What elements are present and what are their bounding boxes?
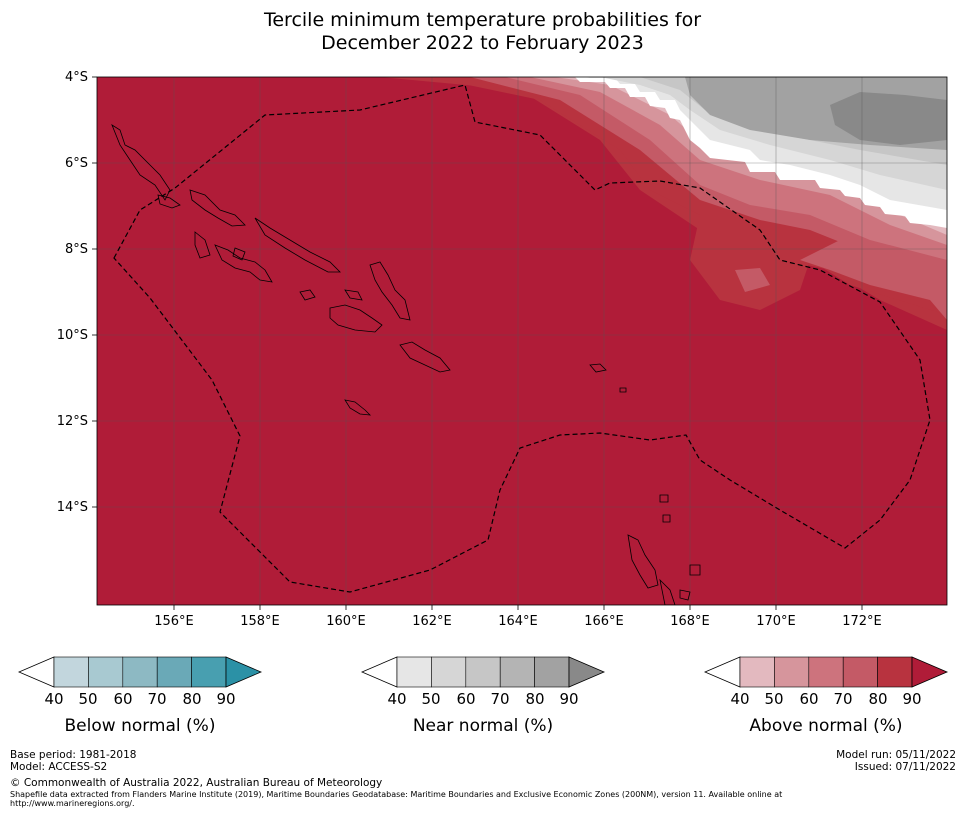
- lat-label-4s: 4°S: [64, 70, 88, 85]
- map-frame: [96, 76, 948, 606]
- shortland-islands: [157, 194, 181, 209]
- model-text: Model: ACCESS-S2: [10, 761, 108, 773]
- santa-isabel-island: [254, 217, 341, 273]
- shapefile-credit-line2: http://www.marineregions.org/.: [10, 799, 135, 808]
- below-color-segment: [53, 656, 89, 688]
- lat-label-10s: 10°S: [56, 328, 88, 343]
- below-color-segment: [156, 656, 192, 688]
- malaita-island: [369, 261, 411, 321]
- shapefile-credit-line1: Shapefile data extracted from Flanders M…: [10, 790, 783, 799]
- axis-ticks: [92, 76, 863, 610]
- above-color-segment: [877, 656, 913, 688]
- above-tick-50: 50: [764, 690, 784, 708]
- lat-label-8s: 8°S: [64, 242, 88, 257]
- base-period-text: Base period: 1981-2018: [10, 749, 137, 761]
- below-tick-50: 50: [78, 690, 98, 708]
- above-color-segment: [774, 656, 810, 688]
- above-color-segment: [808, 656, 844, 688]
- above-color-segment: [739, 656, 775, 688]
- near-color-segment: [499, 656, 535, 688]
- santa-cruz-island: [589, 363, 607, 373]
- below-extension-high: [225, 656, 263, 688]
- makira-island: [399, 341, 451, 373]
- below-tick-40: 40: [44, 690, 64, 708]
- near-tick-90: 90: [559, 690, 579, 708]
- near-normal-title: Near normal (%): [412, 716, 554, 736]
- near-color-segment: [534, 656, 570, 688]
- new-georgia-islands: [214, 244, 273, 283]
- colorbar-near-normal: [360, 656, 606, 688]
- russell-islands: [299, 289, 316, 301]
- near-color-segment: [396, 656, 432, 688]
- near-tick-70: 70: [490, 690, 510, 708]
- above-normal-title: Above normal (%): [749, 716, 903, 736]
- copyright-text: © Commonwealth of Australia 2022, Austra…: [10, 777, 383, 789]
- lon-label-164e: 164°E: [498, 614, 538, 629]
- lat-label-14s: 14°S: [56, 500, 88, 515]
- near-color-segment: [465, 656, 501, 688]
- lon-label-160e: 160°E: [326, 614, 366, 629]
- guadalcanal-island: [329, 304, 383, 333]
- florida-islands: [344, 289, 363, 301]
- lon-label-162e: 162°E: [412, 614, 452, 629]
- lat-label-6s: 6°S: [64, 156, 88, 171]
- near-extension-low: [360, 656, 398, 688]
- lon-label-156e: 156°E: [154, 614, 194, 629]
- below-tick-60: 60: [113, 690, 133, 708]
- colorbar-above-normal: [703, 656, 949, 688]
- above-color-segment: [842, 656, 878, 688]
- below-color-segment: [191, 656, 227, 688]
- bougainville-island: [111, 124, 171, 201]
- above-tick-90: 90: [902, 690, 922, 708]
- chart-title-line1: Tercile minimum temperature probabilitie…: [263, 9, 702, 31]
- above-extension-high: [911, 656, 949, 688]
- below-tick-80: 80: [182, 690, 202, 708]
- below-color-segment: [88, 656, 124, 688]
- near-extension-high: [568, 656, 606, 688]
- choiseul-island: [189, 189, 246, 227]
- above-tick-80: 80: [868, 690, 888, 708]
- issued-text: Issued: 07/11/2022: [854, 761, 956, 773]
- lon-label-168e: 168°E: [670, 614, 710, 629]
- model-run-text: Model run: 05/11/2022: [836, 749, 956, 761]
- below-extension-low: [17, 656, 55, 688]
- above-extension-low: [703, 656, 741, 688]
- above-tick-60: 60: [799, 690, 819, 708]
- coastlines: [111, 124, 701, 605]
- lon-label-170e: 170°E: [756, 614, 796, 629]
- near-tick-50: 50: [421, 690, 441, 708]
- lon-label-166e: 166°E: [584, 614, 624, 629]
- near-tick-40: 40: [387, 690, 407, 708]
- near-90-region: [830, 92, 947, 145]
- below-color-segment: [122, 656, 158, 688]
- malakula-island: [659, 578, 676, 605]
- solomon-islands-eez: [113, 84, 931, 593]
- espiritu-santo-island: [627, 534, 659, 589]
- above-70-patch: [735, 268, 770, 292]
- above-tick-40: 40: [730, 690, 750, 708]
- below-normal-title: Below normal (%): [64, 716, 216, 736]
- probability-field: [97, 77, 947, 605]
- graticule: [97, 77, 947, 605]
- near-tick-60: 60: [456, 690, 476, 708]
- near-tick-80: 80: [525, 690, 545, 708]
- lon-label-172e: 172°E: [842, 614, 882, 629]
- near-color-segment: [431, 656, 467, 688]
- colorbar-below-normal: [17, 656, 263, 688]
- vella-lavella-island: [194, 231, 211, 259]
- above-tick-70: 70: [833, 690, 853, 708]
- chart-title-line2: December 2022 to February 2023: [321, 32, 644, 54]
- rennell-island: [344, 399, 372, 416]
- eez-boundaries: [113, 84, 931, 593]
- lon-label-158e: 158°E: [240, 614, 280, 629]
- lat-label-12s: 12°S: [56, 414, 88, 429]
- below-tick-90: 90: [216, 690, 236, 708]
- below-tick-70: 70: [147, 690, 167, 708]
